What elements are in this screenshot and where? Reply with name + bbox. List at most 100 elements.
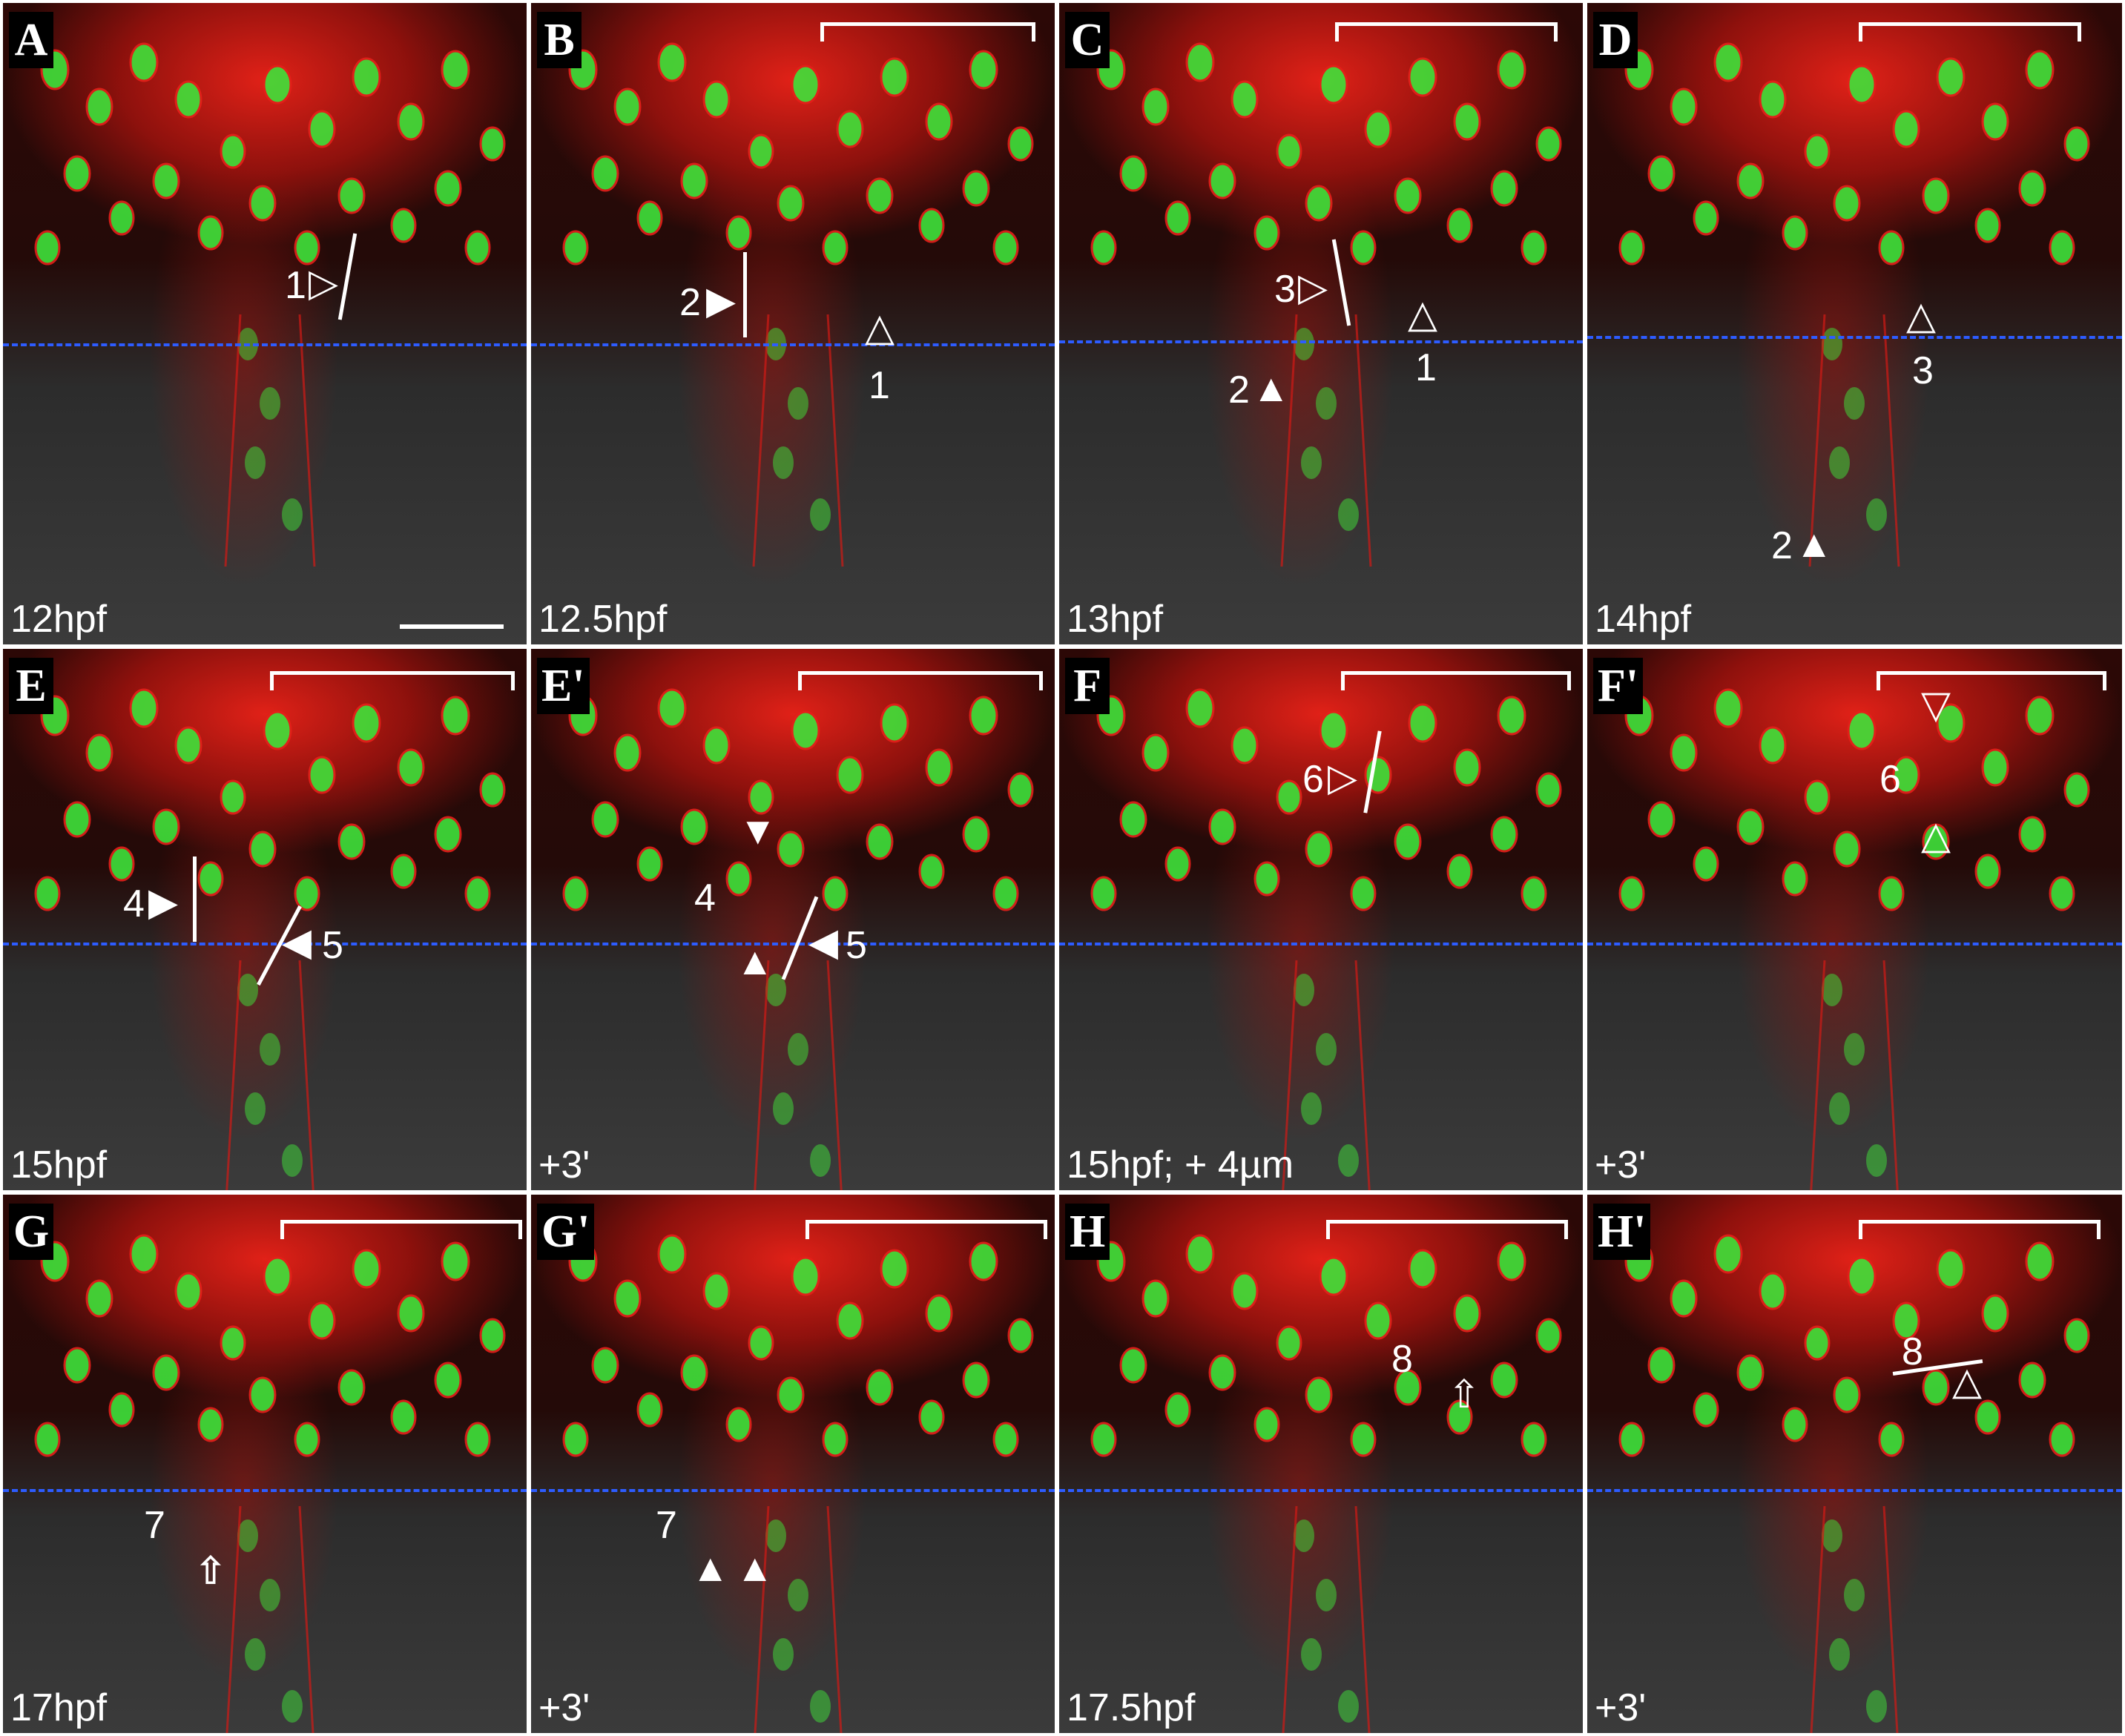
bracket-marker bbox=[1326, 1220, 1568, 1239]
boundary-guide-line bbox=[1587, 336, 2122, 339]
timepoint-label: 15hpf bbox=[10, 1143, 108, 1187]
cell-texture bbox=[34, 1234, 506, 1733]
open-arrowhead-icon: △ bbox=[865, 306, 895, 349]
cell-texture bbox=[562, 42, 1034, 568]
timepoint-label: +3' bbox=[538, 1143, 590, 1187]
bracket-marker bbox=[1341, 671, 1571, 690]
bracket-marker bbox=[1877, 671, 2106, 690]
panel-h-prime: 8 △ H' +3' bbox=[1587, 1195, 2122, 1733]
cell-texture bbox=[1090, 42, 1562, 568]
boundary-guide-line bbox=[531, 1489, 1055, 1492]
open-arrowhead-icon: △ bbox=[1952, 1360, 1982, 1403]
division-plane-line bbox=[193, 857, 197, 942]
panel-letter: D bbox=[1593, 12, 1638, 68]
annotation-label: 5 bbox=[322, 924, 343, 967]
panel-letter: F bbox=[1065, 658, 1110, 714]
division-plane-line bbox=[743, 252, 747, 337]
boundary-guide-line bbox=[531, 343, 1055, 346]
annotation-label: 8 bbox=[1391, 1338, 1413, 1381]
bracket-marker bbox=[805, 1220, 1047, 1239]
cell-texture bbox=[1618, 42, 2090, 568]
cell-texture bbox=[1090, 688, 1562, 1190]
bracket-marker bbox=[820, 22, 1035, 42]
bracket-marker bbox=[798, 671, 1043, 690]
annotation-label: 5 bbox=[846, 924, 867, 967]
panel-h: 8 ⇧ H 17.5hpf bbox=[1059, 1195, 1583, 1733]
annotation-label: 6 bbox=[1302, 758, 1324, 801]
open-arrowhead-icon: △ bbox=[1906, 294, 1936, 337]
filled-arrowhead-icon: ◀ bbox=[282, 921, 312, 964]
panel-letter: H' bbox=[1593, 1204, 1651, 1260]
boundary-guide-line bbox=[531, 943, 1055, 945]
filled-arrowhead-icon: ▲ bbox=[1795, 523, 1834, 566]
scale-bar bbox=[400, 624, 504, 629]
panel-a: 1 ▷ A 12hpf bbox=[3, 3, 527, 644]
timepoint-label: 12.5hpf bbox=[538, 598, 668, 641]
bracket-marker bbox=[1335, 22, 1558, 42]
panel-d: △ 3 2 ▲ D 14hpf bbox=[1587, 3, 2122, 644]
open-arrowhead-icon: ▷ bbox=[1328, 756, 1357, 799]
cell-texture bbox=[1090, 1234, 1562, 1733]
panel-b: 2 ▶ △ 1 B 12.5hpf bbox=[531, 3, 1055, 644]
bracket-marker bbox=[1859, 22, 2081, 42]
boundary-guide-line bbox=[1059, 340, 1583, 343]
annotation-label: 1 bbox=[285, 264, 306, 307]
panel-letter: H bbox=[1065, 1204, 1110, 1260]
bracket-marker bbox=[1859, 1220, 2101, 1239]
panel-letter: E' bbox=[537, 658, 590, 714]
panel-c: 3 ▷ △ 1 2 ▲ C 13hpf bbox=[1059, 3, 1583, 644]
timepoint-label: 15hpf; + 4µm bbox=[1067, 1143, 1294, 1187]
annotation-label: 2 bbox=[679, 281, 701, 324]
annotation-label: 8 bbox=[1902, 1330, 1923, 1373]
panel-letter: G' bbox=[537, 1204, 595, 1260]
filled-arrowhead-icon: ▲ bbox=[736, 1547, 774, 1590]
open-arrowhead-icon: ▽ bbox=[1921, 684, 1951, 727]
boundary-guide-line bbox=[1587, 943, 2122, 945]
annotation-label: 3 bbox=[1912, 349, 1934, 392]
annotation-label: 7 bbox=[656, 1504, 677, 1547]
cell-texture bbox=[1618, 1234, 2090, 1733]
timepoint-label: +3' bbox=[1595, 1143, 1647, 1187]
panel-e: 4 ▶ ◀ 5 E 15hpf bbox=[3, 649, 527, 1190]
cell-texture bbox=[562, 688, 1034, 1190]
cell-texture bbox=[34, 42, 506, 568]
panel-letter: A bbox=[9, 12, 53, 68]
filled-arrowhead-icon: ▲ bbox=[1252, 367, 1291, 410]
bracket-marker bbox=[280, 1220, 522, 1239]
annotation-label: 3 bbox=[1274, 268, 1296, 311]
open-arrowhead-icon: △ bbox=[1921, 814, 1951, 857]
filled-arrowhead-icon: ▼ bbox=[739, 810, 777, 853]
open-arrow-up-icon: ⇧ bbox=[1448, 1373, 1480, 1416]
panel-g: 7 ⇧ G 17hpf bbox=[3, 1195, 527, 1733]
timepoint-label: 17hpf bbox=[10, 1686, 108, 1729]
open-arrowhead-icon: ▷ bbox=[309, 262, 338, 305]
panel-e-prime: ▼ 4 ▲ ◀ 5 E' +3' bbox=[531, 649, 1055, 1190]
arrow-up-icon: ⇧ bbox=[194, 1550, 227, 1593]
boundary-guide-line bbox=[3, 343, 527, 346]
filled-arrowhead-icon: ▲ bbox=[736, 940, 774, 983]
filled-arrowhead-icon: ▶ bbox=[706, 280, 736, 323]
panel-letter: E bbox=[9, 658, 53, 714]
boundary-guide-line bbox=[1587, 1489, 2122, 1492]
cell-texture bbox=[1618, 688, 2090, 1190]
timepoint-label: +3' bbox=[1595, 1686, 1647, 1729]
timepoint-label: 14hpf bbox=[1595, 598, 1692, 641]
filled-arrowhead-icon: ◀ bbox=[808, 921, 838, 964]
annotation-label: 1 bbox=[869, 364, 890, 407]
boundary-guide-line bbox=[3, 1489, 527, 1492]
annotation-label: 1 bbox=[1415, 346, 1437, 389]
panel-letter: G bbox=[9, 1204, 54, 1260]
open-arrowhead-icon: △ bbox=[1408, 293, 1437, 336]
cell-texture bbox=[562, 1234, 1034, 1733]
annotation-label: 6 bbox=[1879, 758, 1901, 801]
filled-arrowhead-icon: ▶ bbox=[148, 881, 178, 924]
panel-f: 6 ▷ F 15hpf; + 4µm bbox=[1059, 649, 1583, 1190]
timepoint-label: +3' bbox=[538, 1686, 590, 1729]
boundary-guide-line bbox=[1059, 943, 1583, 945]
timepoint-label: 13hpf bbox=[1067, 598, 1164, 641]
panel-g-prime: 7 ▲ ▲ G' +3' bbox=[531, 1195, 1055, 1733]
panel-letter: C bbox=[1065, 12, 1110, 68]
filled-arrowhead-icon: ▲ bbox=[691, 1547, 730, 1590]
bracket-marker bbox=[270, 671, 515, 690]
